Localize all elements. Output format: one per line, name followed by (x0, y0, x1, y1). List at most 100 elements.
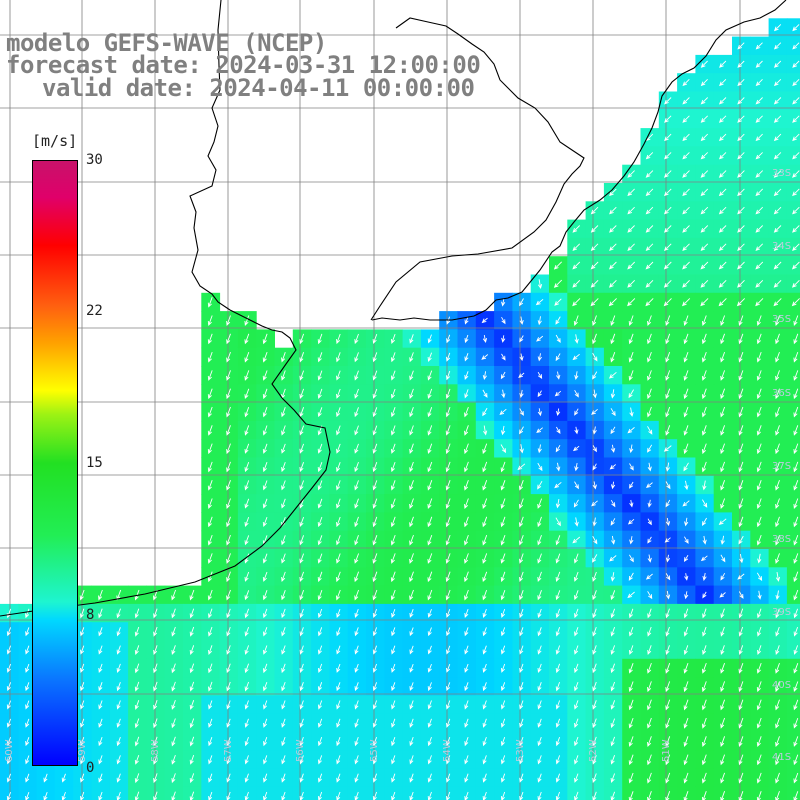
wind-arrow (372, 461, 378, 473)
wind-arrow (665, 717, 671, 729)
wind-arrow (500, 755, 506, 765)
wind-arrow (500, 682, 506, 692)
wind-cell (384, 786, 404, 800)
wind-arrow (299, 480, 305, 491)
wind-arrow (610, 681, 616, 692)
wind-arrow (43, 773, 48, 783)
wind-arrow (628, 351, 634, 363)
wind-arrow (262, 645, 268, 655)
wind-cell (658, 786, 678, 800)
wind-arrow (336, 700, 341, 710)
wind-arrow (482, 480, 488, 491)
wind-arrow (427, 627, 432, 637)
wind-arrow (464, 773, 469, 783)
wind-arrow (427, 461, 433, 473)
wind-arrow (775, 754, 780, 766)
wind-arrow (793, 388, 799, 400)
wind-arrow (501, 316, 506, 325)
wind-arrow (592, 554, 598, 563)
wind-arrow (208, 755, 213, 765)
wind-arrow (737, 225, 745, 233)
lat-label: 40S (772, 680, 791, 691)
wind-arrow (608, 298, 617, 307)
wind-arrow (555, 571, 561, 582)
wind-arrow (336, 645, 341, 655)
wind-arrow (574, 681, 579, 692)
wind-arrow (592, 590, 597, 601)
wind-arrow (756, 370, 762, 381)
wind-arrow (445, 498, 451, 509)
wind-cell (786, 512, 800, 532)
wind-arrow (116, 773, 121, 783)
wind-arrow (518, 480, 524, 491)
wind-arrow (629, 554, 634, 563)
wind-arrow (207, 425, 213, 436)
wind-arrow (647, 554, 652, 563)
wind-arrow (628, 717, 634, 729)
lon-label: 55W (369, 739, 380, 762)
wind-arrow (590, 279, 599, 288)
wind-arrow (628, 608, 634, 619)
wind-arrow (683, 388, 689, 400)
wind-arrow (647, 591, 653, 600)
wind-arrow (792, 152, 800, 160)
wind-arrow (663, 279, 672, 288)
wind-arrow (572, 298, 581, 307)
wind-arrow (700, 60, 708, 68)
wind-arrow (427, 407, 433, 418)
wind-cell (366, 786, 385, 800)
wind-arrow (647, 626, 652, 637)
wind-cell (347, 786, 367, 800)
wind-arrow (354, 663, 359, 673)
wind-arrow (189, 773, 195, 784)
wind-arrow (629, 444, 634, 454)
wind-arrow (647, 499, 652, 508)
wind-arrow (244, 315, 250, 326)
wind-arrow (665, 573, 671, 581)
wind-arrow (372, 608, 378, 618)
wind-arrow (336, 535, 341, 546)
wind-arrow (683, 736, 689, 747)
wind-arrow (647, 699, 652, 711)
wind-arrow (738, 370, 744, 381)
wind-arrow (226, 333, 231, 345)
wind-cell (786, 677, 800, 696)
wind-arrow (627, 225, 635, 233)
wind-cell (329, 786, 349, 800)
wind-arrow (592, 315, 597, 326)
wind-arrow (427, 736, 432, 747)
wind-arrow (226, 351, 231, 363)
wind-arrow (25, 718, 30, 728)
wind-arrow (354, 589, 360, 601)
wind-arrow (207, 297, 213, 308)
wind-arrow (281, 407, 286, 418)
wind-arrow (665, 662, 671, 674)
wind-arrow (482, 534, 488, 546)
wind-arrow (590, 206, 599, 215)
wind-cell (530, 786, 550, 800)
wind-cell (256, 786, 275, 800)
wind-arrow (409, 334, 414, 344)
wind-cell (36, 786, 56, 800)
wind-arrow (226, 516, 231, 528)
wind-arrow (354, 773, 359, 783)
wind-arrow (720, 388, 726, 400)
wind-arrow (262, 498, 268, 509)
wind-arrow (665, 554, 671, 563)
wind-arrow (25, 755, 30, 765)
wind-arrow (299, 682, 304, 692)
wind-arrow (590, 225, 599, 233)
wind-arrow (390, 589, 396, 601)
wind-arrow (627, 206, 635, 215)
wind-arrow (189, 700, 195, 710)
wind-arrow (98, 608, 103, 619)
wind-arrow (482, 645, 487, 655)
wind-arrow (244, 700, 249, 710)
wind-arrow (574, 408, 579, 416)
wind-arrow (647, 370, 652, 381)
wind-cell (786, 329, 800, 349)
wind-arrow (683, 754, 689, 766)
wind-arrow (702, 480, 707, 491)
wind-arrow (664, 152, 672, 160)
